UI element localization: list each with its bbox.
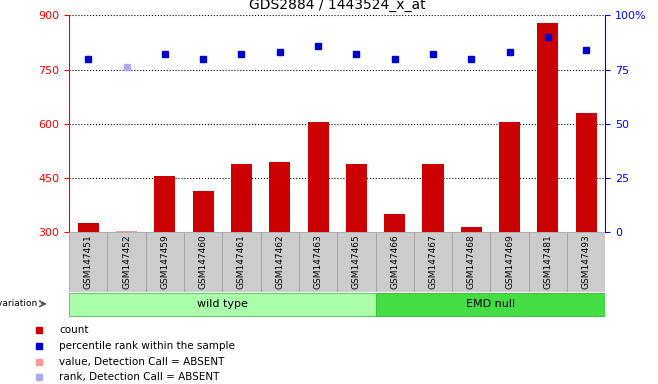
Bar — [384, 214, 405, 232]
Text: GSM147481: GSM147481 — [544, 235, 553, 290]
Text: GSM147451: GSM147451 — [84, 235, 93, 290]
Bar — [145, 232, 184, 292]
Bar — [193, 191, 214, 232]
Text: GSM147460: GSM147460 — [199, 235, 208, 290]
Text: rank, Detection Call = ABSENT: rank, Detection Call = ABSENT — [59, 372, 220, 382]
Text: GSM147452: GSM147452 — [122, 235, 131, 290]
Text: EMD null: EMD null — [466, 299, 515, 309]
Bar — [299, 232, 337, 292]
Bar — [78, 223, 99, 232]
Bar — [422, 164, 443, 232]
Bar — [107, 232, 145, 292]
Text: GSM147466: GSM147466 — [390, 235, 399, 290]
Bar — [231, 164, 252, 232]
Bar — [337, 232, 376, 292]
Text: GSM147459: GSM147459 — [161, 235, 169, 290]
Bar — [346, 164, 367, 232]
Title: GDS2884 / 1443524_x_at: GDS2884 / 1443524_x_at — [249, 0, 426, 12]
Bar — [116, 230, 137, 232]
Text: GSM147463: GSM147463 — [314, 235, 322, 290]
Text: GSM147493: GSM147493 — [582, 235, 591, 290]
Bar — [461, 227, 482, 232]
Bar — [69, 293, 376, 316]
Bar — [261, 232, 299, 292]
Bar — [576, 113, 597, 232]
Bar — [567, 232, 605, 292]
Bar — [155, 176, 176, 232]
Bar — [529, 232, 567, 292]
Text: value, Detection Call = ABSENT: value, Detection Call = ABSENT — [59, 357, 224, 367]
Bar — [69, 232, 107, 292]
Text: GSM147467: GSM147467 — [428, 235, 438, 290]
Bar — [538, 23, 559, 232]
Text: count: count — [59, 326, 89, 336]
Text: percentile rank within the sample: percentile rank within the sample — [59, 341, 235, 351]
Bar — [414, 232, 452, 292]
Bar — [499, 122, 520, 232]
Bar — [184, 232, 222, 292]
Text: genotype/variation: genotype/variation — [0, 299, 38, 308]
Bar — [222, 232, 261, 292]
Bar — [376, 293, 605, 316]
Bar — [490, 232, 529, 292]
Bar — [307, 122, 328, 232]
Text: GSM147469: GSM147469 — [505, 235, 514, 290]
Text: wild type: wild type — [197, 299, 248, 309]
Bar — [376, 232, 414, 292]
Text: GSM147468: GSM147468 — [467, 235, 476, 290]
Text: GSM147465: GSM147465 — [352, 235, 361, 290]
Text: GSM147461: GSM147461 — [237, 235, 246, 290]
Bar — [452, 232, 490, 292]
Text: GSM147462: GSM147462 — [275, 235, 284, 290]
Bar — [269, 162, 290, 232]
